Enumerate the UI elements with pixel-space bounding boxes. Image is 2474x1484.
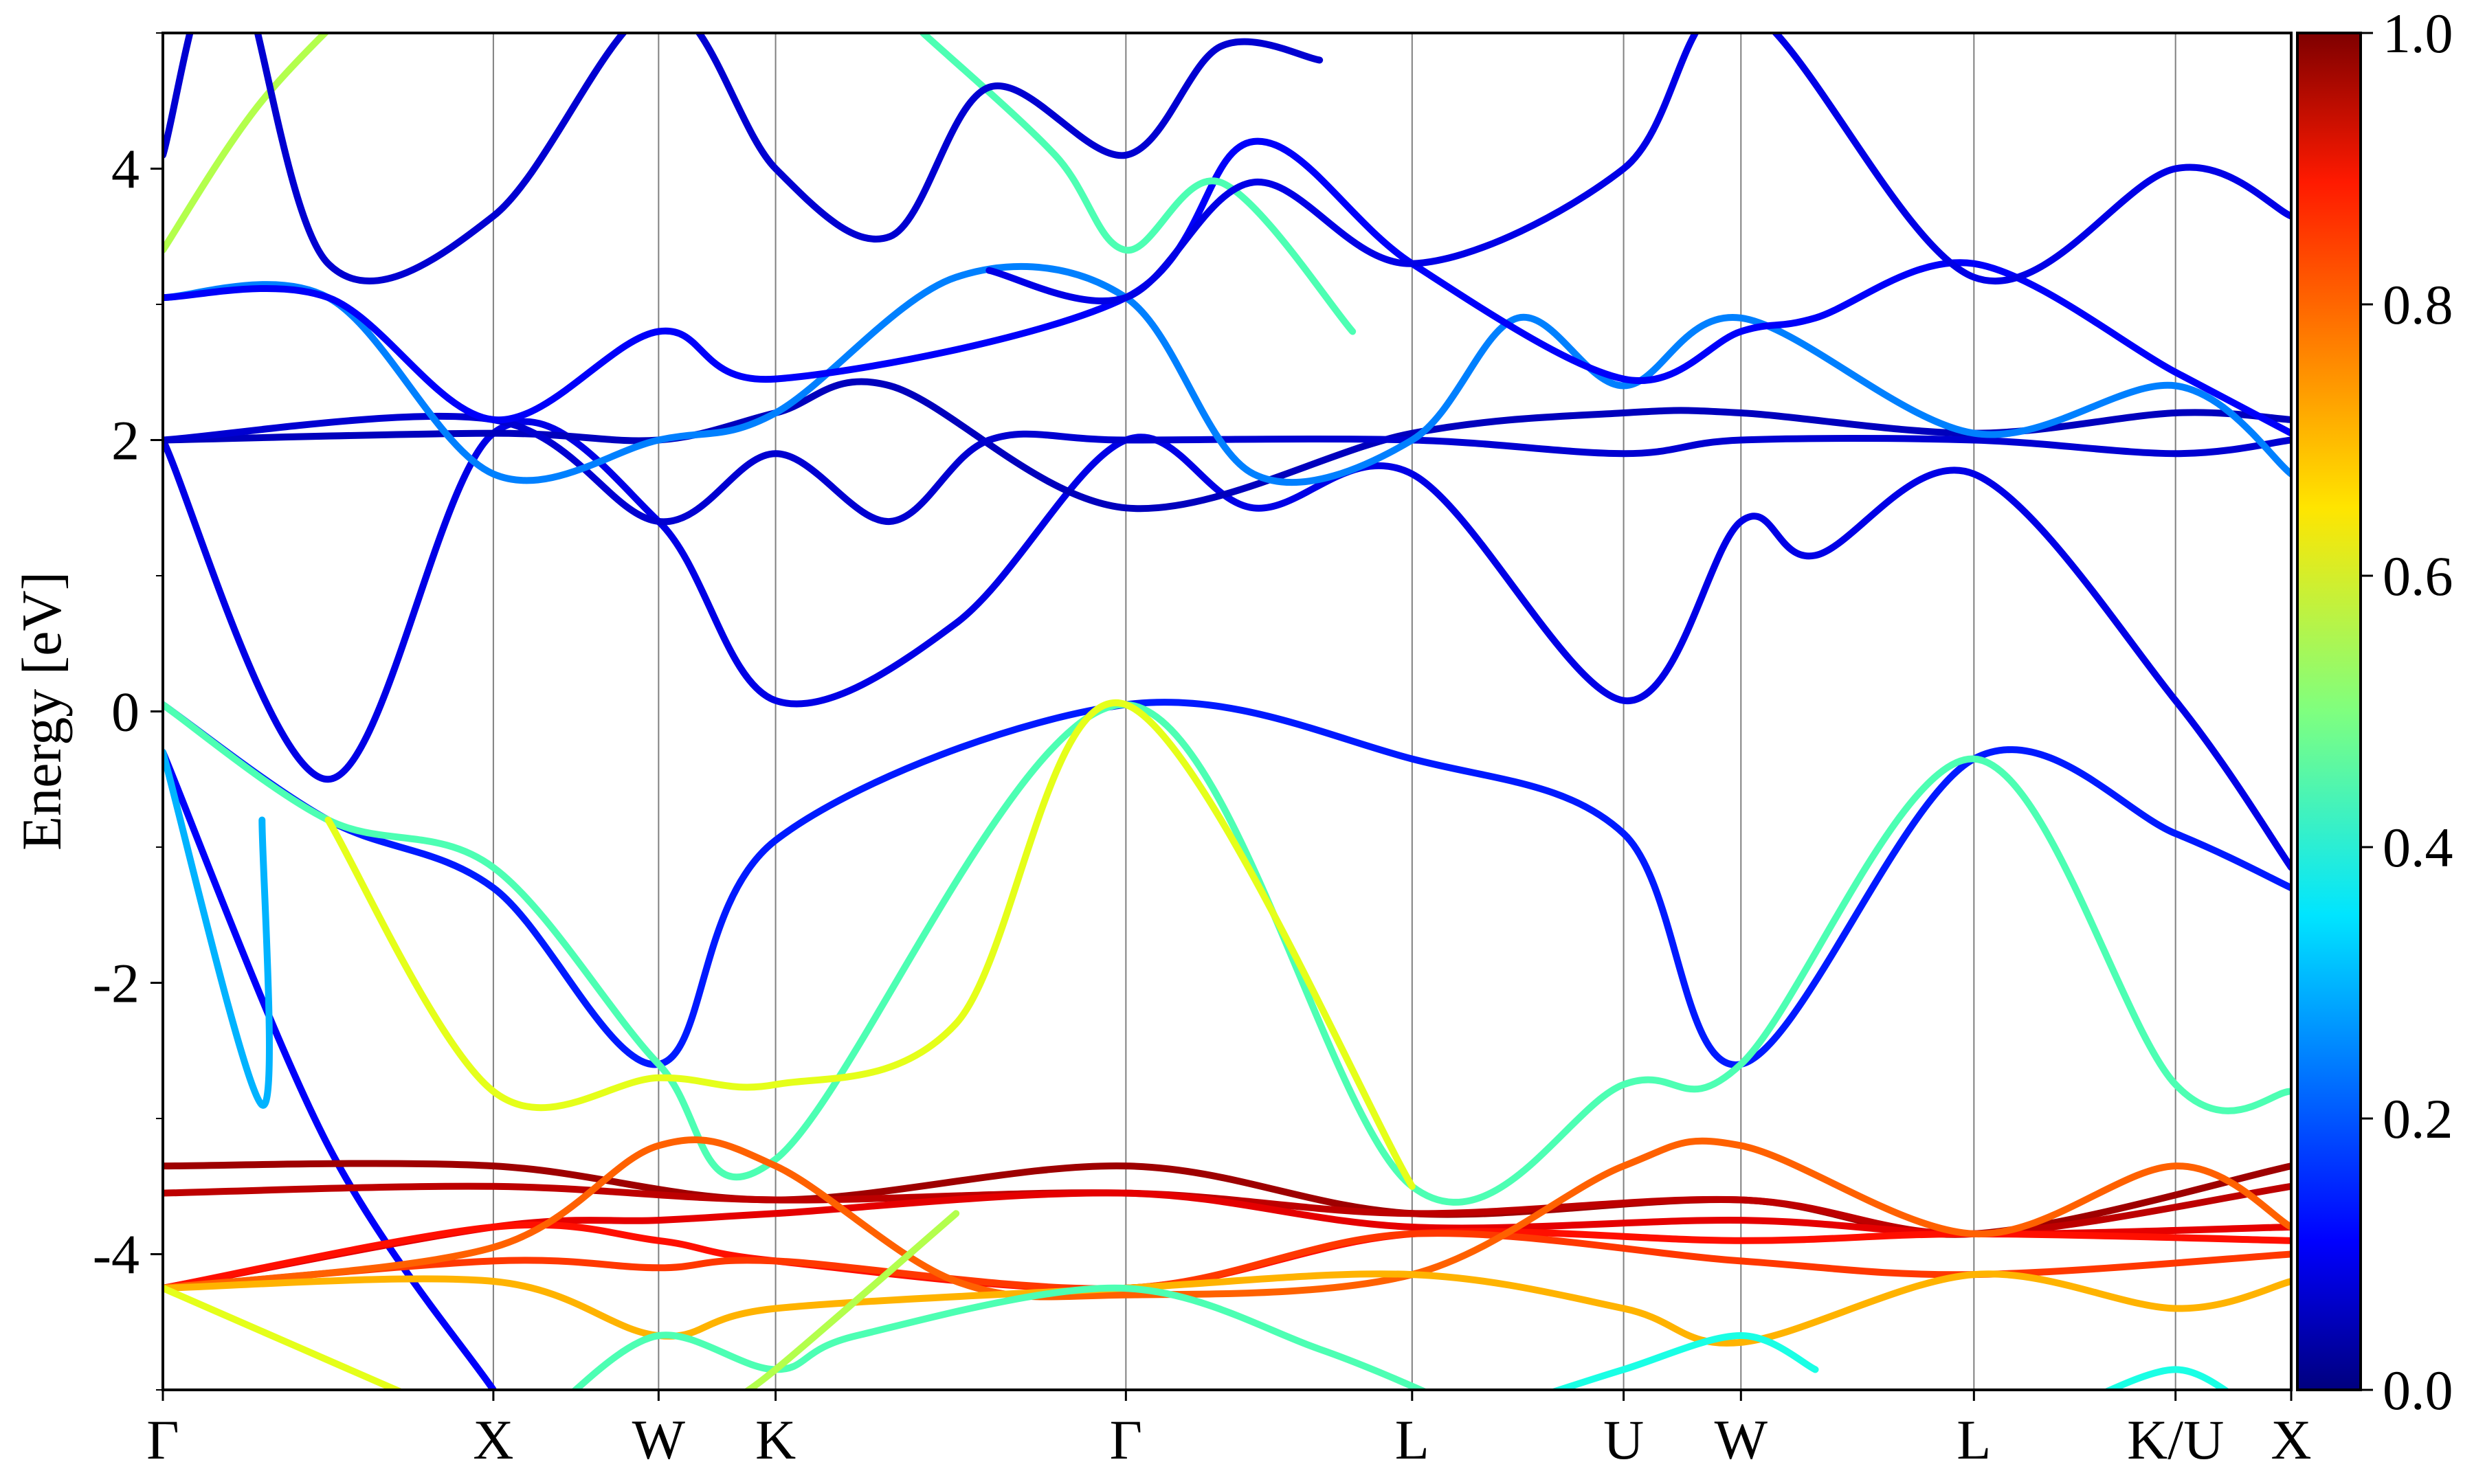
band-line-22 — [570, 1284, 1429, 1390]
x-tick-label: K — [755, 1408, 796, 1471]
band-line-13 — [985, 33, 2291, 304]
band-line-20 — [163, 1270, 2291, 1347]
band-line-23 — [742, 1210, 960, 1390]
band-line-12 — [163, 33, 1324, 285]
x-tick-label: U — [1603, 1408, 1644, 1471]
x-tick-label: K/U — [2127, 1408, 2224, 1471]
x-tick-label: W — [1715, 1408, 1768, 1471]
colorbar-tick-label: 0.0 — [2383, 1359, 2453, 1421]
band-line-5 — [163, 418, 2291, 871]
band-line-21 — [163, 1284, 405, 1390]
band-line-4 — [324, 699, 1416, 1190]
x-tick-label: L — [1957, 1408, 1991, 1471]
colorbar-gradient — [2296, 32, 2362, 1391]
colorbar-tick-label: 0.8 — [2383, 273, 2453, 336]
band-line-10 — [163, 33, 330, 254]
colorbar-ticks: 0.0 0.2 0.4 0.6 0.8 1.0 — [2361, 2, 2453, 1421]
band-line-7 — [163, 412, 2291, 526]
y-axis: -4 -2 0 2 4 — [93, 32, 163, 1391]
band-line-19 — [163, 1136, 2291, 1301]
y-tick-label: 2 — [111, 409, 140, 472]
band-line-3 — [163, 701, 2291, 1206]
y-tick-label: -2 — [93, 952, 140, 1015]
band-lines — [163, 33, 2291, 1390]
y-tick-label: -4 — [93, 1224, 140, 1286]
y-axis-title: Energy [eV] — [10, 572, 73, 851]
x-tick-label: L — [1395, 1408, 1429, 1471]
x-axis: Γ X W K Γ L U W L K/U X — [146, 1390, 2312, 1471]
band-line-8 — [163, 263, 2291, 486]
x-tick-label: X — [473, 1408, 513, 1471]
band-line-2 — [163, 699, 2291, 1068]
colorbar-tick-label: 0.2 — [2383, 1088, 2453, 1150]
band-line-1 — [163, 748, 273, 1109]
x-tick-label: Γ — [1110, 1408, 1142, 1471]
band-line-11 — [920, 33, 1357, 335]
x-tick-label: X — [2271, 1408, 2311, 1471]
colorbar: 0.0 0.2 0.4 0.6 0.8 1.0 — [2296, 2, 2453, 1421]
band-line-25 — [2102, 1366, 2231, 1390]
x-tick-label: Γ — [146, 1408, 179, 1471]
colorbar-tick-label: 0.6 — [2383, 545, 2453, 607]
y-tick-label: 0 — [111, 681, 140, 743]
colorbar-tick-label: 1.0 — [2383, 2, 2453, 65]
x-tick-label: W — [632, 1408, 686, 1471]
band-line-9 — [163, 137, 2291, 437]
band-line-0 — [163, 748, 497, 1390]
colorbar-tick-label: 0.4 — [2383, 816, 2453, 879]
y-tick-label: 4 — [111, 138, 140, 201]
band-line-24 — [1548, 1332, 1819, 1390]
